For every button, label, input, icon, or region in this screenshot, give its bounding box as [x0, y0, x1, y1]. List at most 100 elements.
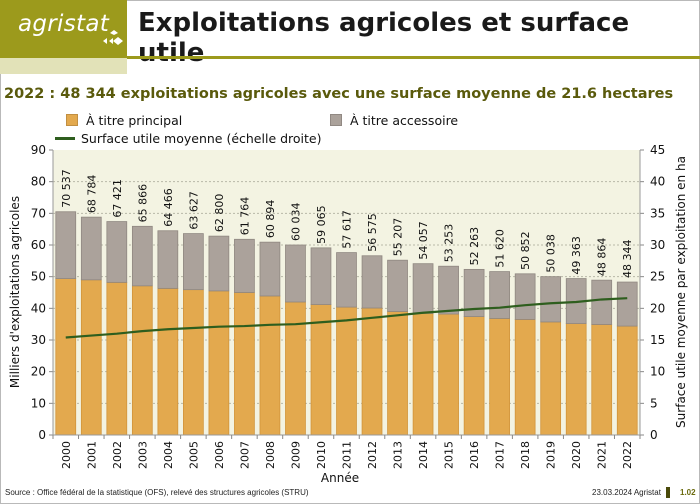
bar-accessoire — [361, 255, 383, 309]
bar-principal — [438, 313, 459, 436]
bar-total-label: 62 800 — [213, 194, 226, 233]
legend-item-principal: À titre principal — [66, 113, 182, 128]
footer-date: 23.03.2024 Agristat — [592, 488, 661, 497]
bar-total-label: 64 466 — [162, 188, 175, 227]
bar-accessoire — [463, 268, 485, 317]
x-tick-label: 2020 — [570, 441, 583, 469]
x-tick-label: 2004 — [162, 441, 175, 469]
x-tick-label: 2007 — [238, 441, 251, 469]
bar-accessoire — [285, 244, 306, 303]
bar-accessoire — [157, 230, 179, 289]
bar-total-label: 61 764 — [238, 197, 251, 236]
x-tick-label: 2015 — [443, 441, 456, 469]
bar-total-label: 53 253 — [443, 224, 456, 263]
x-tick-label: 2016 — [468, 441, 481, 469]
x-tick-label: 2008 — [264, 441, 277, 469]
bar-principal — [565, 323, 587, 436]
bar-accessoire — [412, 263, 434, 314]
bar-total-label: 48 864 — [596, 238, 609, 277]
bar-principal — [310, 304, 332, 436]
bar-accessoire — [514, 273, 536, 320]
y-tick-label: 70 — [31, 206, 46, 220]
x-tick-label: 2000 — [60, 441, 73, 469]
footer-marker — [666, 487, 670, 498]
bar-total-label: 60 894 — [264, 200, 277, 239]
bar-principal — [106, 281, 128, 436]
bar-total-label: 60 034 — [289, 203, 302, 242]
y2-axis-title: Surface utile moyenne par exploitation e… — [674, 156, 688, 428]
bar-total-label: 68 784 — [85, 175, 98, 214]
bar-principal — [591, 324, 613, 436]
bar-principal — [285, 301, 306, 436]
page-title: Exploitations agricoles et surface utile — [138, 8, 630, 68]
bar-accessoire — [131, 225, 153, 287]
legend-label-principal: À titre principal — [86, 113, 183, 128]
y2-tick-label: 45 — [650, 143, 665, 157]
x-tick-label: 2003 — [136, 441, 149, 469]
bar-principal — [234, 292, 255, 436]
bar-accessoire — [616, 281, 638, 327]
x-tick-label: 2018 — [519, 441, 532, 469]
bar-accessoire — [310, 247, 332, 305]
y-tick-label: 50 — [31, 270, 46, 284]
bar-total-label: 59 065 — [315, 205, 328, 244]
legend-item-surface: Surface utile moyenne (échelle droite) — [55, 131, 322, 146]
bar-accessoire — [259, 241, 281, 297]
bar-total-label: 52 263 — [468, 227, 481, 266]
logo-box: agristat — [0, 0, 127, 58]
legend-line-surface — [55, 137, 75, 140]
bar-total-label: 54 057 — [417, 221, 430, 260]
y2-tick-label: 25 — [650, 270, 665, 284]
bar-accessoire — [183, 233, 204, 291]
x-tick-label: 2022 — [621, 441, 634, 469]
title-rule — [127, 56, 700, 59]
x-tick-label: 2012 — [366, 441, 379, 469]
legend-swatch-principal — [66, 114, 78, 126]
y2-tick-label: 15 — [650, 333, 665, 347]
bar-accessoire — [55, 211, 77, 279]
legend-label-accessoire: À titre accessoire — [350, 113, 459, 128]
x-axis-title: Année — [321, 471, 359, 485]
bar-principal — [183, 289, 204, 436]
bar-principal — [80, 279, 102, 436]
bar-total-label: 57 617 — [341, 210, 354, 249]
bar-accessoire — [438, 265, 459, 315]
bar-accessoire — [106, 221, 128, 283]
bar-total-label: 63 627 — [187, 191, 200, 230]
x-tick-label: 2002 — [111, 441, 124, 469]
bar-principal — [616, 325, 638, 436]
bar-principal — [336, 306, 357, 436]
bar-principal — [489, 318, 510, 436]
source-note: Source : Office fédéral de la statistiqu… — [5, 488, 309, 497]
y-tick-label: 20 — [31, 365, 46, 379]
bar-total-label: 50 038 — [545, 234, 558, 273]
legend-swatch-accessoire — [330, 114, 342, 126]
bar-total-label: 48 344 — [621, 240, 634, 279]
bar-principal — [540, 321, 562, 436]
y2-tick-label: 30 — [650, 238, 665, 252]
bar-accessoire — [387, 259, 408, 312]
y-tick-label: 80 — [31, 175, 46, 189]
bar-accessoire — [540, 276, 562, 323]
y-tick-label: 40 — [31, 301, 46, 315]
y-tick-label: 90 — [31, 143, 46, 157]
bar-total-label: 70 537 — [60, 169, 73, 208]
logo-underband — [0, 58, 127, 74]
x-tick-label: 2014 — [417, 441, 430, 469]
bar-principal — [387, 311, 408, 436]
bar-accessoire — [80, 216, 102, 281]
y-tick-label: 60 — [31, 238, 46, 252]
y-axis-title: Milliers d'exploitations agricoles — [8, 196, 22, 388]
x-tick-label: 2021 — [596, 441, 609, 469]
bar-principal — [514, 319, 536, 436]
bar-principal — [463, 316, 485, 436]
bar-total-label: 65 866 — [136, 184, 149, 223]
bar-accessoire — [591, 279, 613, 325]
bar-accessoire — [234, 238, 255, 293]
legend-item-accessoire: À titre accessoire — [330, 113, 458, 128]
bar-accessoire — [489, 271, 510, 319]
x-tick-label: 2005 — [187, 441, 200, 469]
bar-total-label: 50 852 — [519, 231, 532, 270]
bar-principal — [157, 287, 179, 436]
bar-principal — [259, 295, 281, 436]
